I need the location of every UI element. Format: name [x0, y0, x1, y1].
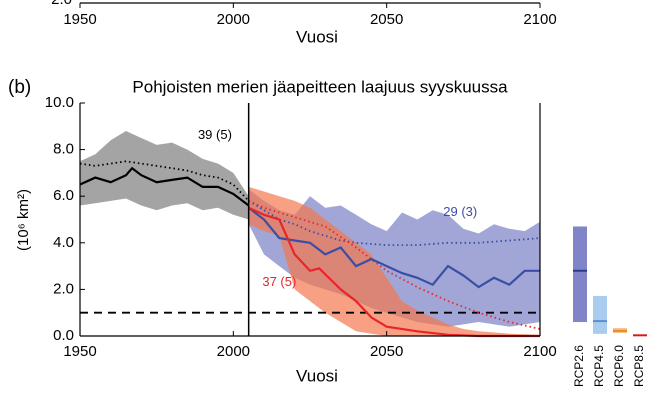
x-tick-label: 2100 [523, 343, 556, 360]
y-tick-label: 6.0 [53, 187, 74, 204]
range-label: RCP2.6 [572, 345, 586, 387]
y-tick-label: 10.0 [45, 94, 74, 111]
y-tick-label: 4.0 [53, 234, 74, 251]
range-band [80, 131, 249, 220]
y-axis-label: (10⁶ km²) [15, 189, 32, 251]
x-axis-label: Vuosi [296, 27, 338, 46]
x-tick-label: 2100 [523, 11, 556, 28]
x-axis-label: Vuosi [296, 366, 338, 385]
mean-line [248, 206, 540, 289]
x-tick-label: 2050 [370, 343, 403, 360]
y-tick-label: −2.0 [42, 0, 72, 8]
range-band [248, 186, 540, 336]
x-tick-label: 2050 [370, 11, 403, 28]
panel-label: (b) [8, 77, 31, 98]
y-tick-label: 2.0 [53, 280, 74, 297]
annotation: 39 (5) [198, 127, 232, 142]
annotation: 37 (5) [262, 274, 296, 289]
x-tick-label: 1950 [63, 11, 96, 28]
dotted-line [79, 160, 250, 202]
chart-title: Pohjoisten merien jäapeitteen laajuus sy… [132, 77, 508, 96]
range-label: RCP4.5 [592, 345, 606, 387]
range-label: RCP8.5 [632, 345, 646, 387]
range-bar [593, 295, 607, 334]
y-tick-label: 8.0 [53, 141, 74, 158]
x-tick-label: 2000 [217, 11, 250, 28]
y-tick-label: 0.0 [53, 327, 74, 344]
mean-line [248, 206, 540, 338]
range-bar [573, 226, 587, 323]
annotation: 29 (3) [443, 204, 477, 219]
x-tick-label: 2000 [217, 343, 250, 360]
x-tick-label: 1950 [63, 343, 96, 360]
range-label: RCP6.0 [612, 345, 626, 387]
mean-line [79, 166, 250, 207]
